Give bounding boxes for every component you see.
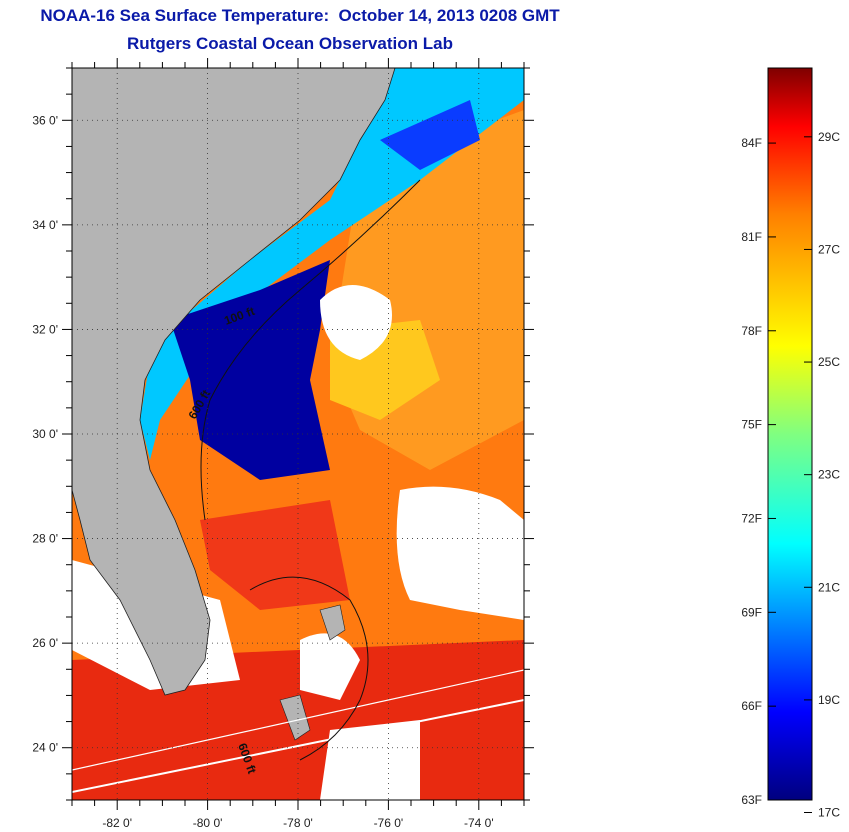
colorbar-f-label: 63F xyxy=(741,793,762,807)
colorbar-f-label: 78F xyxy=(741,324,762,338)
colorbar-c-label: 17C xyxy=(818,806,840,820)
lat-tick-label: 36 0' xyxy=(32,113,58,127)
colorbar-c-label: 19C xyxy=(818,693,840,707)
colorbar-f-label: 75F xyxy=(741,418,762,432)
isobath-contour xyxy=(249,576,369,761)
colorbar xyxy=(767,67,813,801)
island xyxy=(319,604,346,641)
colorbar-c-label: 21C xyxy=(818,580,840,594)
cloud-area xyxy=(320,285,392,360)
lat-tick-label: 34 0' xyxy=(32,218,58,232)
lon-tick-label: -78 0' xyxy=(283,816,313,830)
colorbar-c-label: 25C xyxy=(818,355,840,369)
colorbar-f-label: 69F xyxy=(741,605,762,619)
lon-tick-label: -82 0' xyxy=(102,816,132,830)
colorbar-c-label: 23C xyxy=(818,468,840,482)
lat-tick-label: 24 0' xyxy=(32,741,58,755)
lon-tick-label: -80 0' xyxy=(193,816,223,830)
cloud-area xyxy=(320,720,420,800)
island xyxy=(279,694,311,741)
cloud-area xyxy=(396,486,524,620)
cold-water-region-north xyxy=(380,100,480,170)
axis-ticks: 36 0' 34 0' 32 0' 30 0' 28 0' 26 0' 24 0' -82 0… xyxy=(32,58,534,830)
cloud-area xyxy=(300,633,360,700)
colorbar-f-label: 81F xyxy=(741,230,762,244)
lat-tick-label: 30 0' xyxy=(32,427,58,441)
cold-water-region xyxy=(170,260,330,480)
lat-tick-label: 28 0' xyxy=(32,532,58,546)
page-subtitle: Rutgers Coastal Ocean Observation Lab xyxy=(127,34,453,53)
lat-tick-label: 32 0' xyxy=(32,322,58,336)
lon-tick-label: -74 0' xyxy=(464,816,494,830)
swath-edge-line xyxy=(72,669,524,771)
ocean-sst-field-red2 xyxy=(200,500,350,610)
colorbar-f-label: 84F xyxy=(741,136,762,150)
swath-edge-line xyxy=(72,699,524,793)
colorbar-labels: 84F 81F 78F 75F 72F 69F 66F 63F 29C 27C 25C 23C 21C 1… xyxy=(741,130,840,820)
isobath-contour xyxy=(200,179,421,521)
colorbar-f-label: 72F xyxy=(741,511,762,525)
lon-tick-label: -76 0' xyxy=(374,816,404,830)
lat-tick-label: 26 0' xyxy=(32,636,58,650)
colorbar-c-label: 29C xyxy=(818,130,840,144)
page-title: NOAA-16 Sea Surface Temperature: October… xyxy=(40,6,560,25)
colorbar-c-label: 27C xyxy=(818,242,840,256)
colorbar-f-label: 66F xyxy=(741,699,762,713)
